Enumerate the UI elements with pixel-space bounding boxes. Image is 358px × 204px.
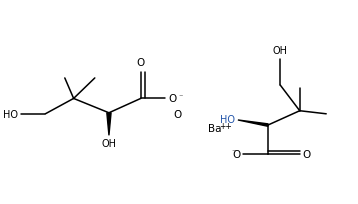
Text: HO: HO [3, 109, 18, 119]
Text: O: O [174, 109, 182, 119]
Text: O: O [168, 94, 176, 104]
Text: O: O [137, 57, 145, 67]
Text: ++: ++ [219, 121, 232, 130]
Polygon shape [238, 120, 268, 127]
Text: ⁻: ⁻ [175, 107, 180, 116]
Text: HO: HO [220, 114, 235, 124]
Text: ⁻: ⁻ [179, 91, 183, 100]
Text: O: O [232, 149, 240, 159]
Text: OH: OH [101, 139, 116, 149]
Polygon shape [107, 113, 111, 136]
Text: Ba: Ba [208, 124, 221, 133]
Text: ⁻: ⁻ [231, 146, 236, 155]
Text: OH: OH [273, 46, 288, 56]
Text: O: O [303, 149, 311, 159]
